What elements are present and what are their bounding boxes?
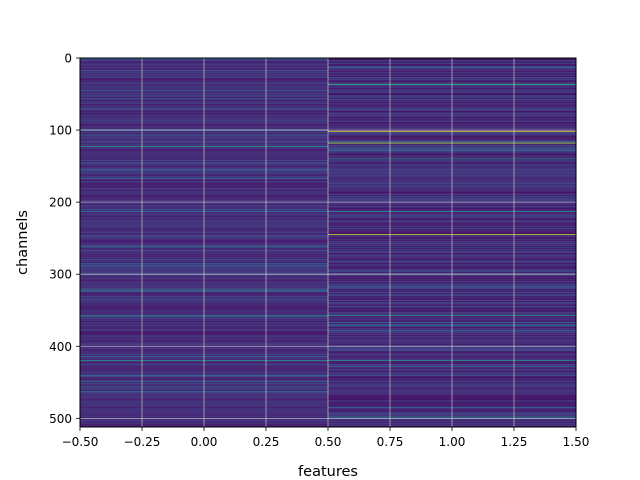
x-tick-label: 1.00 (439, 435, 466, 449)
y-tick-label: 500 (49, 412, 72, 426)
x-tick-label: 0.75 (377, 435, 404, 449)
y-tick-label: 300 (49, 268, 72, 282)
y-tick-label: 200 (49, 196, 72, 210)
y-axis-label: channels (15, 210, 31, 275)
axis-ticks: −0.50 −0.25 0.00 0.25 0.50 0.75 1.00 1.25 1.50 0 1… (49, 52, 589, 450)
y-tick-label: 400 (49, 340, 72, 354)
x-tick-label: 0.25 (253, 435, 280, 449)
x-tick-label: −0.50 (62, 435, 99, 449)
y-tick-label: 0 (64, 52, 72, 66)
x-tick-label: 1.50 (563, 435, 590, 449)
y-tick-label: 100 (49, 124, 72, 138)
x-tick-label: 0.00 (191, 435, 218, 449)
x-tick-label: 1.25 (501, 435, 528, 449)
x-axis-label: features (298, 464, 358, 480)
x-tick-label: −0.25 (124, 435, 161, 449)
x-tick-label: 0.50 (315, 435, 342, 449)
